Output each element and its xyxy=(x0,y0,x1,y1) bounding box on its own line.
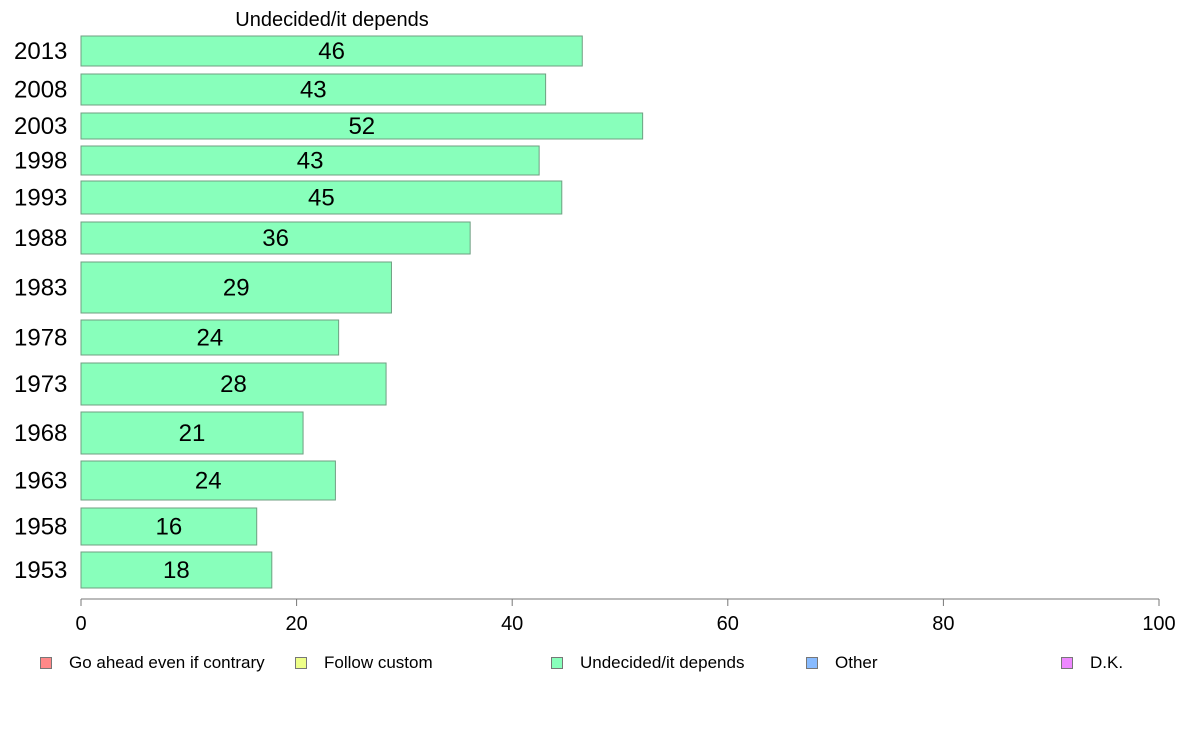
bar-1978 xyxy=(80,319,340,356)
data-label-1998: 43 xyxy=(297,148,324,175)
x-tick-label-60: 60 xyxy=(717,613,739,635)
x-tick-label-80: 80 xyxy=(932,613,954,635)
category-label-1958: 1958 xyxy=(14,514,67,541)
legend-swatch xyxy=(295,657,307,669)
x-tick-label-40: 40 xyxy=(501,613,523,635)
data-label-1978: 24 xyxy=(196,325,223,352)
data-label-2003: 52 xyxy=(348,113,375,140)
x-tick-label-100: 100 xyxy=(1142,613,1175,635)
legend-item-follow-custom: Follow custom xyxy=(295,653,433,672)
bar-1998 xyxy=(80,145,540,176)
legend-swatch xyxy=(40,657,52,669)
bar-2008 xyxy=(80,73,547,106)
bar-1993 xyxy=(80,180,563,215)
data-label-1988: 36 xyxy=(262,225,289,252)
data-label-1968: 21 xyxy=(179,420,206,447)
bar-chart: Undecided/it depends 4620134320085220034… xyxy=(14,9,1176,635)
category-label-2003: 2003 xyxy=(14,113,67,140)
category-label-1968: 1968 xyxy=(14,420,67,447)
category-label-1983: 1983 xyxy=(14,275,67,302)
legend-label: Undecided/it depends xyxy=(580,653,745,672)
legend-item-dk: D.K. xyxy=(1061,653,1124,672)
bar-1973 xyxy=(80,362,387,406)
bar-1968 xyxy=(80,411,304,455)
legend-item-other: Other xyxy=(806,653,878,672)
legend-label: Other xyxy=(835,653,878,672)
bar-2003 xyxy=(80,112,644,140)
legend-label: D.K. xyxy=(1090,653,1124,672)
category-label-2008: 2008 xyxy=(14,77,67,104)
bar-1958 xyxy=(80,507,258,546)
data-label-1963: 24 xyxy=(195,468,222,495)
category-label-1998: 1998 xyxy=(14,148,67,175)
x-tick-label-20: 20 xyxy=(285,613,307,635)
legend-swatch xyxy=(806,657,818,669)
legend-swatch xyxy=(1061,657,1073,669)
category-label-1953: 1953 xyxy=(14,557,67,584)
category-label-1993: 1993 xyxy=(14,185,67,212)
legend-label: Follow custom xyxy=(324,653,433,672)
bar-1983 xyxy=(80,261,392,314)
data-label-1983: 29 xyxy=(223,275,250,302)
category-label-1978: 1978 xyxy=(14,325,67,352)
x-axis: 0 20 40 60 80 100 xyxy=(75,598,1176,635)
data-label-1953: 18 xyxy=(163,557,190,584)
x-tick-label-0: 0 xyxy=(75,613,86,635)
category-label-1988: 1988 xyxy=(14,225,67,252)
bars-group: 46 2013 43 2008 52 2003 43 1998 45 1993 36 1988 29 19… xyxy=(14,35,644,589)
legend-label: Go ahead even if contrary xyxy=(69,653,265,672)
legend-item-undecided: Undecided/it depends xyxy=(551,653,745,672)
legend-item-go-ahead: Go ahead even if contrary xyxy=(40,653,265,672)
category-label-1973: 1973 xyxy=(14,371,67,398)
data-label-2008: 43 xyxy=(300,77,327,104)
data-label-1993: 45 xyxy=(308,185,335,212)
data-label-2013: 46 xyxy=(318,38,345,65)
bar-1988 xyxy=(80,221,471,255)
data-label-1958: 16 xyxy=(156,514,183,541)
legend: Go ahead even if contrary Follow custom … xyxy=(0,648,1188,678)
data-label-1973: 28 xyxy=(220,371,247,398)
bar-1963 xyxy=(80,460,336,501)
category-label-1963: 1963 xyxy=(14,468,67,495)
bar-1953 xyxy=(80,551,273,589)
bar-2013 xyxy=(80,35,583,67)
legend-swatch xyxy=(551,657,563,669)
category-label-2013: 2013 xyxy=(14,38,67,65)
chart-title: Undecided/it depends xyxy=(235,9,428,31)
